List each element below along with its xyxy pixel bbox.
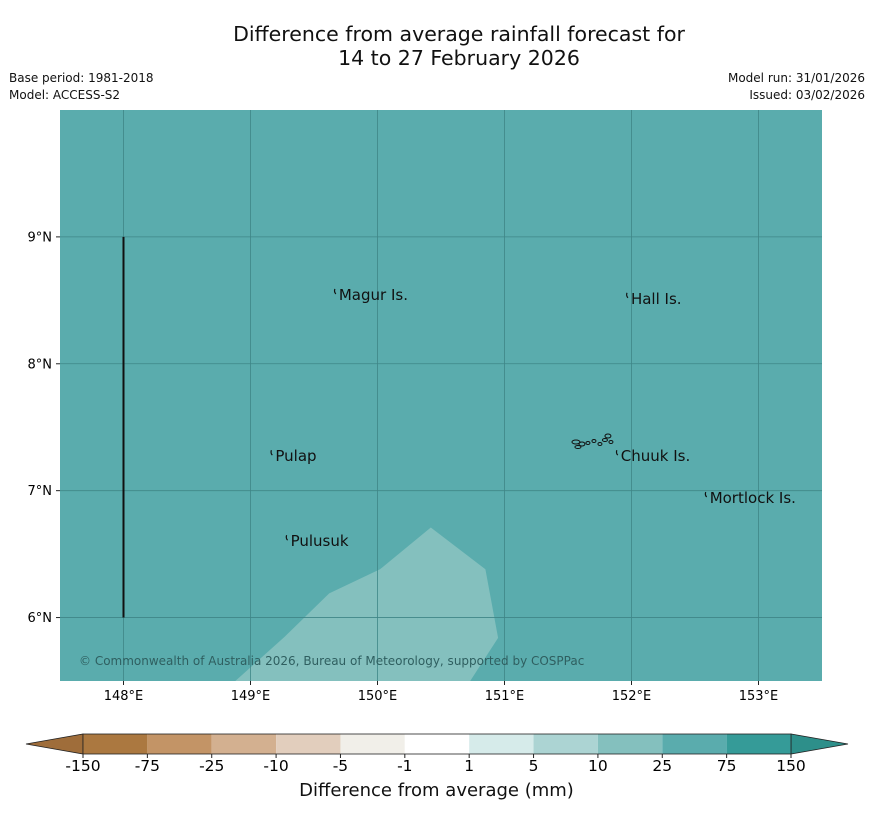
colorbar-tick-label: -10 [263,757,288,775]
colorbar-swatch [276,734,341,754]
colorbar-tick-label: 5 [529,757,539,775]
lon-label: 153°E [739,689,779,704]
place-label: Pulap [275,447,316,465]
colorbar-swatch [597,734,663,754]
title-line-1: Difference from average rainfall forecas… [233,22,685,46]
colorbar-swatch [83,734,148,754]
colorbar-tick-label: -1 [397,757,412,775]
place-label: Pulusuk [291,532,349,550]
lon-label: 152°E [612,689,652,704]
colorbar-swatch [662,734,727,754]
colorbar-tick-label: -75 [135,757,160,775]
island-outline [615,449,619,456]
colorbar-tick-label: -25 [199,757,224,775]
lon-label: 151°E [485,689,525,704]
colorbar-tick-label: 150 [776,757,806,775]
island-outline [270,449,273,456]
colorbar-under-arrow [25,733,84,755]
colorbar-tick-label: 10 [588,757,608,775]
lon-label: 149°E [231,689,271,704]
colorbar-swatch [147,734,212,754]
colorbar-over-arrow [790,733,849,755]
lat-label: 7°N [28,484,53,499]
lon-label: 150°E [358,689,398,704]
island-outline [333,288,337,295]
issued-date: Issued: 03/02/2026 [749,88,865,102]
place-label: Hall Is. [631,290,682,308]
place-label: Chuuk Is. [621,447,690,465]
chuuk-island-icon [608,439,614,444]
chuuk-island-icon [604,433,612,439]
chuuk-island-icon [574,444,582,449]
model-run: Model run: 31/01/2026 [727,71,865,85]
map-panel: 9°N 8°N 7°N 6°N 148°E 149°E 150°E 151°E 152°E 153… [28,110,822,704]
chuuk-island-icon [597,441,603,446]
map-title: Difference from average rainfall forecas… [0,22,873,70]
lon-label: 148°E [104,689,144,704]
colorbar-frame [82,733,792,755]
base-period: Base period: 1981-2018 [9,71,154,85]
colorbar-tick-label: -5 [333,757,348,775]
chuuk-island-icon [578,441,586,447]
colorbar-swatch [533,734,598,754]
chuuk-island-icon [591,438,597,443]
copyright-notice: © Commonwealth of Australia 2026, Bureau… [79,654,584,668]
colorbar-tick-label: 25 [652,757,672,775]
chuuk-island-icon [601,437,608,442]
forecast-region [235,527,499,681]
lat-label: 8°N [28,357,53,372]
island-outline [626,292,629,299]
colorbar-swatch [340,734,405,754]
lat-label: 9°N [28,230,53,245]
colorbar-tick-label: -150 [65,757,100,775]
island-outline [704,491,708,498]
place-label: Magur Is. [339,286,408,304]
colorbar-swatch [211,734,277,754]
model-name: Model: ACCESS-S2 [9,88,121,102]
place-label: Mortlock Is. [710,489,796,507]
island-outline [285,534,289,541]
colorbar-swatch [469,734,534,754]
colorbar-tick-label: 75 [717,757,737,775]
meta-right: Model run: 31/01/2026 Issued: 03/02/2026 [728,70,865,104]
colorbar-label: Difference from average (mm) [299,780,574,801]
chuuk-island-icon [585,440,591,445]
colorbar: -150 -75 -25 -10 -5 -1 1 5 10 25 75 150 [25,733,849,775]
title-line-2: 14 to 27 February 2026 [338,46,580,70]
colorbar-tick-label: 1 [464,757,474,775]
meta-left: Base period: 1981-2018 Model: ACCESS-S2 [9,70,154,104]
lat-label: 6°N [28,611,53,626]
colorbar-swatch [404,734,470,754]
colorbar-swatch [726,734,791,754]
